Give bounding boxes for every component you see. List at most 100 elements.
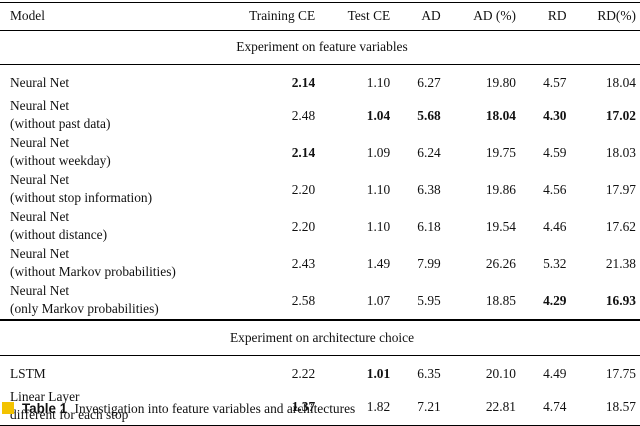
model-name-line: Neural Net <box>10 135 69 150</box>
table-row: Neural Net(without Markov probabilities)… <box>0 245 640 282</box>
value: 5.32 <box>543 256 566 271</box>
value: 6.38 <box>417 182 440 197</box>
value-cell: 2.20 <box>216 171 321 208</box>
value-cell: 2.14 <box>216 65 321 98</box>
value-cell: 17.97 <box>573 171 640 208</box>
model-name-line: Neural Net <box>10 209 69 224</box>
value-cell: 17.75 <box>573 356 640 389</box>
value-cell: 1.10 <box>321 65 396 98</box>
value-cell: 17.02 <box>573 97 640 134</box>
value-cell: 5.95 <box>396 282 447 320</box>
value-cell: 1.04 <box>321 97 396 134</box>
best-value: 2.14 <box>292 145 315 160</box>
table-row: Neural Net (without stop information) 2.20… <box>0 171 640 208</box>
best-value: 1.04 <box>367 108 390 123</box>
value-cell: 19.54 <box>447 208 522 245</box>
value-cell: 1.10 <box>321 171 396 208</box>
value-cell: 26.26 <box>447 245 522 282</box>
value: 17.62 <box>606 219 636 234</box>
best-value: 4.29 <box>543 293 566 308</box>
value-cell: 4.46 <box>522 208 573 245</box>
value: 18.03 <box>606 145 636 160</box>
model-name-line: (without stop information) <box>10 190 152 205</box>
model-name-line: Neural Net <box>10 98 69 113</box>
table-row: Neural Net 2.14 1.10 6.27 19.80 4.57 18.04 <box>0 65 640 98</box>
value-cell: 6.18 <box>396 208 447 245</box>
value: 19.80 <box>486 75 516 90</box>
column-header: RD(%) <box>573 3 640 31</box>
model-name-line: (without distance) <box>10 227 107 242</box>
value-cell: 2.48 <box>216 97 321 134</box>
value: 6.35 <box>417 366 440 381</box>
value: 1.10 <box>367 182 390 197</box>
model-name-line: Neural Net <box>10 172 69 187</box>
value: 17.97 <box>606 182 636 197</box>
value: 4.57 <box>543 75 566 90</box>
model-name-line: (only Markov probabilities) <box>10 301 159 316</box>
model-name-line: Neural Net <box>10 246 69 261</box>
value-cell: 6.27 <box>396 65 447 98</box>
value: 2.20 <box>292 219 315 234</box>
column-header: AD <box>396 3 447 31</box>
value: 4.49 <box>543 366 566 381</box>
value-cell: 20.10 <box>447 356 522 389</box>
section-header-row: Experiment on feature variables <box>0 31 640 65</box>
value: 6.27 <box>417 75 440 90</box>
caption-text: Investigation into feature variables and… <box>75 401 356 416</box>
best-value: 2.14 <box>292 75 315 90</box>
model-cell: Neural Net(without Markov probabilities) <box>0 245 216 282</box>
value-cell: 6.35 <box>396 356 447 389</box>
value-cell: 2.22 <box>216 356 321 389</box>
model-cell: Neural Net(only Markov probabilities) <box>0 282 216 320</box>
section-header-row: Experiment on architecture choice <box>0 320 640 356</box>
value-cell: 2.43 <box>216 245 321 282</box>
value: 1.07 <box>367 293 390 308</box>
best-value: 17.02 <box>606 108 636 123</box>
best-value: 5.68 <box>417 108 440 123</box>
value-cell: 4.57 <box>522 65 573 98</box>
model-cell: Neural Net(without weekday) <box>0 134 216 171</box>
model-name-line: LSTM <box>10 366 46 381</box>
value-cell: 2.20 <box>216 208 321 245</box>
table-row: Neural Net(without past data) 2.48 1.04 5.6… <box>0 97 640 134</box>
value: 19.86 <box>486 182 516 197</box>
value-cell: 6.24 <box>396 134 447 171</box>
column-header: AD (%) <box>447 3 522 31</box>
value-cell: 1.01 <box>321 356 396 389</box>
best-value: 16.93 <box>606 293 636 308</box>
caption-marker-icon <box>2 402 14 414</box>
value: 2.48 <box>292 108 315 123</box>
value-cell: 5.32 <box>522 245 573 282</box>
best-value: 18.04 <box>486 108 516 123</box>
table-row: Neural Net(only Markov probabilities) 2.5… <box>0 282 640 320</box>
column-header: Test CE <box>321 3 396 31</box>
model-cell: Neural Net <box>0 65 216 98</box>
caption-label: Table 1 <box>22 401 67 416</box>
value-cell: 2.58 <box>216 282 321 320</box>
column-header: RD <box>522 3 573 31</box>
value: 19.75 <box>486 145 516 160</box>
value-cell: 4.59 <box>522 134 573 171</box>
value-cell: 16.93 <box>573 282 640 320</box>
best-value: 4.30 <box>543 108 566 123</box>
value: 5.95 <box>417 293 440 308</box>
value: 19.54 <box>486 219 516 234</box>
value-cell: 1.49 <box>321 245 396 282</box>
value-cell: 18.04 <box>573 65 640 98</box>
model-cell: Neural Net (without distance) <box>0 208 216 245</box>
value-cell: 18.85 <box>447 282 522 320</box>
value-cell: 1.10 <box>321 208 396 245</box>
section-title: Experiment on feature variables <box>0 31 640 65</box>
value-cell: 4.49 <box>522 356 573 389</box>
value-cell: 5.68 <box>396 97 447 134</box>
value-cell: 6.38 <box>396 171 447 208</box>
value: 4.56 <box>543 182 566 197</box>
column-header: Model <box>0 3 216 31</box>
model-cell: Neural Net(without past data) <box>0 97 216 134</box>
value: 2.58 <box>292 293 315 308</box>
model-cell: Neural Net (without stop information) <box>0 171 216 208</box>
